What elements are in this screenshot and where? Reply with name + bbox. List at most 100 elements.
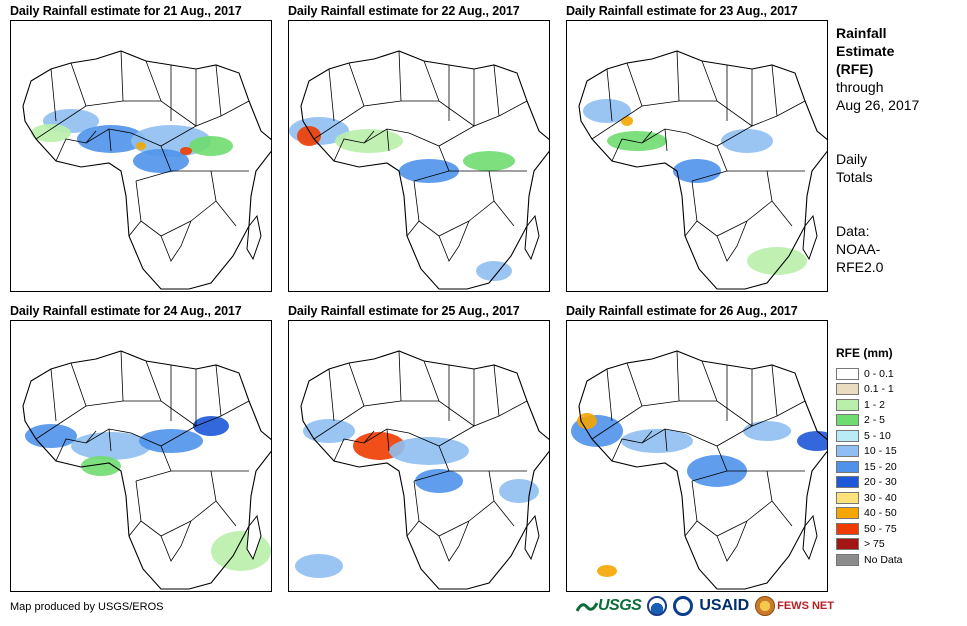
country-border bbox=[50, 68, 57, 122]
rainfall-area bbox=[583, 99, 631, 123]
legend-swatch bbox=[836, 507, 859, 520]
usaid-logo: USAID bbox=[699, 597, 749, 615]
country-border bbox=[493, 200, 515, 227]
country-border bbox=[413, 180, 470, 237]
rainfall-map-25-aug bbox=[288, 320, 550, 592]
legend-item: 2 - 5 bbox=[836, 413, 961, 429]
legend-swatch bbox=[836, 522, 859, 535]
noaa-logo bbox=[647, 596, 668, 616]
rainfall-area bbox=[71, 432, 151, 460]
island-outline bbox=[524, 214, 540, 261]
totals-label: Daily bbox=[836, 151, 868, 167]
legend-swatch bbox=[836, 491, 859, 504]
country-border bbox=[108, 428, 112, 452]
title-line: (RFE) bbox=[836, 61, 874, 77]
rainfall-area bbox=[211, 531, 271, 571]
country-border bbox=[606, 368, 613, 422]
rainfall-area bbox=[81, 456, 121, 476]
country-border bbox=[591, 100, 806, 140]
country-border bbox=[423, 60, 440, 102]
country-border bbox=[606, 68, 613, 122]
coastline bbox=[578, 50, 827, 290]
coastline bbox=[22, 350, 271, 590]
country-border bbox=[313, 400, 528, 440]
panel-title: Daily Rainfall estimate for 24 Aug., 201… bbox=[10, 304, 242, 318]
country-border bbox=[423, 360, 440, 402]
legend-swatch bbox=[836, 476, 859, 489]
legend-swatch bbox=[836, 414, 859, 427]
rainfall-area bbox=[607, 131, 667, 151]
country-border bbox=[771, 64, 778, 117]
legend-label: 5 - 10 bbox=[864, 429, 891, 442]
country-border bbox=[85, 130, 97, 144]
rainfall-area bbox=[25, 424, 77, 448]
country-border bbox=[328, 368, 335, 422]
seal-icon bbox=[673, 596, 694, 616]
rainfall-area bbox=[577, 413, 597, 429]
rainfall-area bbox=[399, 159, 459, 183]
country-border bbox=[160, 220, 192, 262]
country-border bbox=[363, 430, 375, 444]
rainfall-area bbox=[189, 136, 233, 156]
legend-swatch bbox=[836, 398, 859, 411]
country-border bbox=[691, 180, 748, 237]
legend-label: 1 - 2 bbox=[864, 398, 886, 411]
legend-label: 10 - 15 bbox=[864, 445, 897, 458]
legend-item: > 75 bbox=[836, 537, 961, 553]
panel-title: Daily Rainfall estimate for 25 Aug., 201… bbox=[288, 304, 520, 318]
rainfall-area bbox=[295, 554, 343, 578]
country-border bbox=[50, 368, 57, 422]
legend-item: 20 - 30 bbox=[836, 475, 961, 491]
country-border bbox=[664, 128, 668, 152]
rainfall-area bbox=[193, 416, 229, 436]
rainfall-area bbox=[136, 142, 146, 150]
rainfall-area bbox=[673, 159, 721, 183]
country-border bbox=[406, 220, 420, 237]
island-outline bbox=[246, 214, 262, 261]
country-border bbox=[438, 220, 470, 262]
legend-item: 5 - 10 bbox=[836, 428, 961, 444]
country-border bbox=[626, 362, 643, 407]
country-border bbox=[70, 362, 87, 407]
legend-swatch bbox=[836, 383, 859, 396]
rainfall-area bbox=[463, 151, 515, 171]
country-border bbox=[135, 180, 192, 237]
country-border bbox=[328, 68, 335, 122]
rainfall-area bbox=[797, 431, 827, 451]
country-border bbox=[438, 520, 470, 562]
island-outline bbox=[802, 514, 818, 561]
rainfall-area bbox=[389, 437, 469, 465]
country-border bbox=[128, 520, 142, 537]
rainfall-area bbox=[597, 565, 617, 577]
island-outline bbox=[246, 514, 262, 561]
coastline bbox=[22, 50, 271, 290]
legend-swatch bbox=[836, 553, 859, 566]
data-source: RFE2.0 bbox=[836, 259, 884, 275]
land-area bbox=[23, 351, 271, 589]
legend-item: 15 - 20 bbox=[836, 459, 961, 475]
legend-item: 0.1 - 1 bbox=[836, 382, 961, 398]
rainfall-area bbox=[77, 125, 145, 153]
logo-strip: USGS USAID FEWS NET bbox=[576, 594, 840, 618]
coastline bbox=[578, 350, 827, 590]
legend-label: 2 - 5 bbox=[864, 414, 886, 427]
data-source: NOAA- bbox=[836, 241, 881, 257]
legend-label: 50 - 75 bbox=[864, 522, 897, 535]
usaid-logo-text: USAID bbox=[699, 597, 750, 614]
country-border bbox=[128, 220, 142, 237]
country-border bbox=[676, 50, 680, 102]
legend-item: 50 - 75 bbox=[836, 521, 961, 537]
legend-swatch bbox=[836, 460, 859, 473]
rainfall-area bbox=[743, 421, 791, 441]
country-border bbox=[145, 360, 162, 402]
country-border bbox=[70, 62, 87, 107]
rainfall-area bbox=[415, 469, 463, 493]
country-border bbox=[145, 60, 162, 102]
panel-title: Daily Rainfall estimate for 23 Aug., 201… bbox=[566, 4, 798, 18]
data-label: Data: bbox=[836, 223, 870, 239]
rainfall-area bbox=[687, 455, 747, 487]
country-border bbox=[591, 400, 806, 440]
legend-swatch bbox=[836, 445, 859, 458]
title-line: Rainfall bbox=[836, 25, 887, 41]
country-border bbox=[701, 360, 718, 402]
